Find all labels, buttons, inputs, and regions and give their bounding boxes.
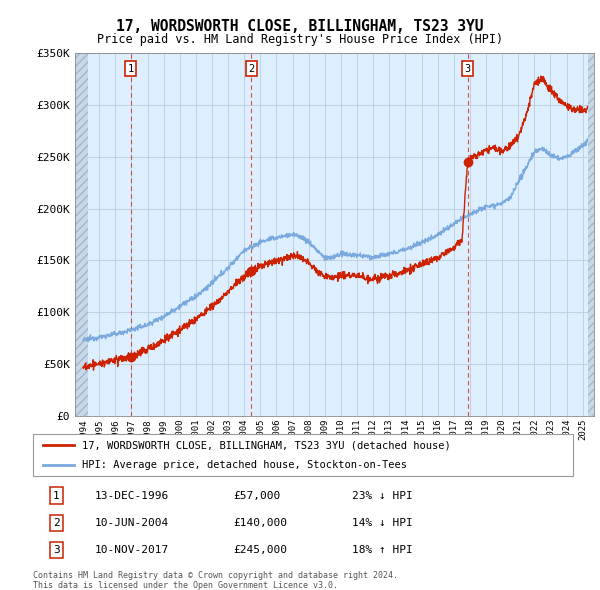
FancyBboxPatch shape: [33, 434, 573, 476]
Text: 17, WORDSWORTH CLOSE, BILLINGHAM, TS23 3YU: 17, WORDSWORTH CLOSE, BILLINGHAM, TS23 3…: [116, 19, 484, 34]
Text: 13-DEC-1996: 13-DEC-1996: [95, 491, 169, 500]
Text: 2: 2: [53, 518, 59, 528]
Text: 10-NOV-2017: 10-NOV-2017: [95, 545, 169, 555]
Text: This data is licensed under the Open Government Licence v3.0.: This data is licensed under the Open Gov…: [33, 581, 338, 589]
Text: 1: 1: [127, 64, 134, 74]
Text: £57,000: £57,000: [233, 491, 280, 500]
Text: 10-JUN-2004: 10-JUN-2004: [95, 518, 169, 528]
Text: 18% ↑ HPI: 18% ↑ HPI: [352, 545, 412, 555]
Text: 23% ↓ HPI: 23% ↓ HPI: [352, 491, 412, 500]
Text: £245,000: £245,000: [233, 545, 287, 555]
Text: 1: 1: [53, 491, 59, 500]
Text: £140,000: £140,000: [233, 518, 287, 528]
Text: 2: 2: [248, 64, 254, 74]
Text: 14% ↓ HPI: 14% ↓ HPI: [352, 518, 412, 528]
Text: Price paid vs. HM Land Registry's House Price Index (HPI): Price paid vs. HM Land Registry's House …: [97, 33, 503, 46]
Text: HPI: Average price, detached house, Stockton-on-Tees: HPI: Average price, detached house, Stoc…: [82, 460, 407, 470]
Text: 17, WORDSWORTH CLOSE, BILLINGHAM, TS23 3YU (detached house): 17, WORDSWORTH CLOSE, BILLINGHAM, TS23 3…: [82, 440, 451, 450]
Text: Contains HM Land Registry data © Crown copyright and database right 2024.: Contains HM Land Registry data © Crown c…: [33, 571, 398, 580]
Bar: [75, 53, 88, 416]
Bar: [587, 53, 594, 416]
Text: 3: 3: [464, 64, 471, 74]
Text: 3: 3: [53, 545, 59, 555]
